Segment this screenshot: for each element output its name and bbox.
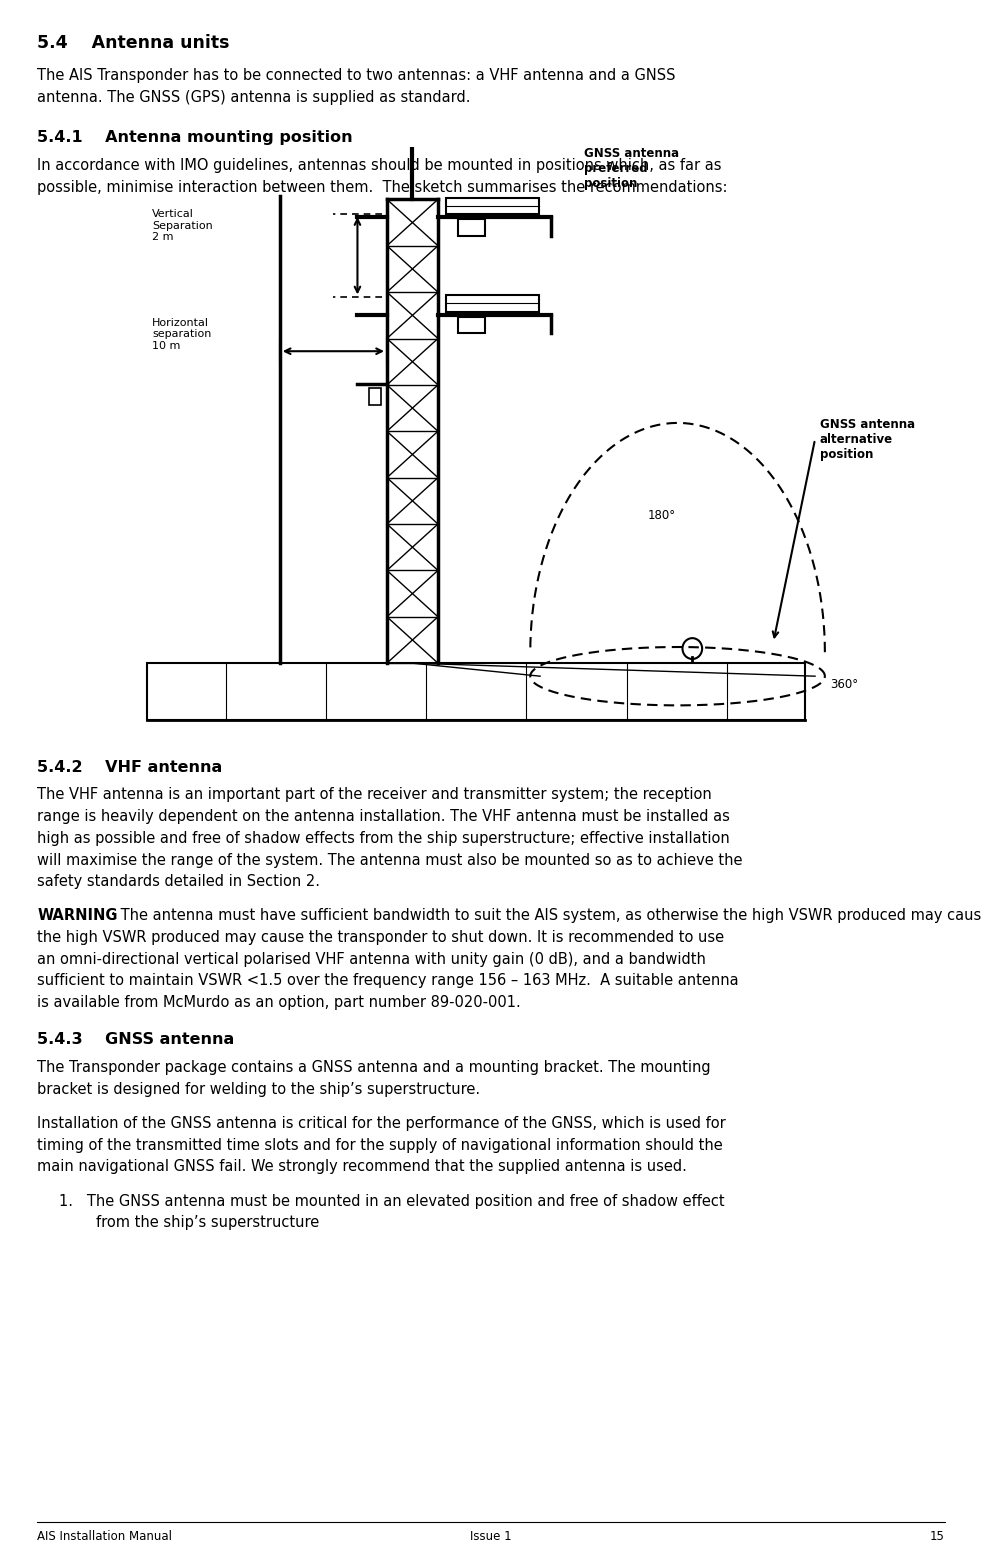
Text: the high VSWR produced may cause the transponder to shut down. It is recommended: the high VSWR produced may cause the tra…: [37, 930, 725, 946]
Text: AIS Installation Manual: AIS Installation Manual: [37, 1530, 172, 1542]
Text: main navigational GNSS fail. We strongly recommend that the supplied antenna is : main navigational GNSS fail. We strongly…: [37, 1159, 687, 1175]
Text: 5.4    Antenna units: 5.4 Antenna units: [37, 34, 230, 53]
Text: GNSS antenna
alternative
position: GNSS antenna alternative position: [820, 418, 915, 462]
Text: range is heavily dependent on the antenna installation. The VHF antenna must be : range is heavily dependent on the antenn…: [37, 809, 731, 825]
Text: 5.4.3    GNSS antenna: 5.4.3 GNSS antenna: [37, 1032, 235, 1048]
Text: bracket is designed for welding to the ship’s superstructure.: bracket is designed for welding to the s…: [37, 1082, 480, 1097]
Text: sufficient to maintain VSWR <1.5 over the frequency range 156 – 163 MHz.  A suit: sufficient to maintain VSWR <1.5 over th…: [37, 973, 738, 989]
Text: 180°: 180°: [648, 510, 677, 522]
Text: Horizontal
separation
10 m: Horizontal separation 10 m: [152, 318, 211, 350]
Text: an omni-directional vertical polarised VHF antenna with unity gain (0 dB), and a: an omni-directional vertical polarised V…: [37, 952, 706, 967]
Text: 1.   The GNSS antenna must be mounted in an elevated position and free of shadow: 1. The GNSS antenna must be mounted in a…: [59, 1194, 725, 1209]
Bar: [446, 294, 539, 312]
Text: The Transponder package contains a GNSS antenna and a mounting bracket. The moun: The Transponder package contains a GNSS …: [37, 1060, 711, 1076]
Text: The VHF antenna is an important part of the receiver and transmitter system; the: The VHF antenna is an important part of …: [37, 787, 712, 803]
Text: The AIS Transponder has to be connected to two antennas: a VHF antenna and a GNS: The AIS Transponder has to be connected …: [37, 68, 676, 84]
Text: from the ship’s superstructure: from the ship’s superstructure: [96, 1215, 319, 1231]
Text: 5.4.2    VHF antenna: 5.4.2 VHF antenna: [37, 760, 223, 775]
Bar: [458, 220, 485, 236]
Text: Installation of the GNSS antenna is critical for the performance of the GNSS, wh: Installation of the GNSS antenna is crit…: [37, 1116, 726, 1132]
Text: Vertical
Separation
2 m: Vertical Separation 2 m: [152, 209, 213, 242]
Bar: [147, 663, 805, 721]
Text: WARNING: WARNING: [37, 908, 118, 924]
Bar: [446, 197, 539, 214]
Text: safety standards detailed in Section 2.: safety standards detailed in Section 2.: [37, 874, 320, 890]
Text: will maximise the range of the system. The antenna must also be mounted so as to: will maximise the range of the system. T…: [37, 853, 742, 868]
Text: : The antenna must have sufficient bandwidth to suit the AIS system, as otherwis: : The antenna must have sufficient bandw…: [111, 908, 982, 924]
Text: 360°: 360°: [830, 677, 858, 691]
Text: high as possible and free of shadow effects from the ship superstructure; effect: high as possible and free of shadow effe…: [37, 831, 730, 846]
Text: In accordance with IMO guidelines, antennas should be mounted in positions which: In accordance with IMO guidelines, anten…: [37, 158, 722, 174]
Text: timing of the transmitted time slots and for the supply of navigational informat: timing of the transmitted time slots and…: [37, 1138, 723, 1153]
Text: possible, minimise interaction between them.  The sketch summarises the recommen: possible, minimise interaction between t…: [37, 180, 728, 195]
Text: antenna. The GNSS (GPS) antenna is supplied as standard.: antenna. The GNSS (GPS) antenna is suppl…: [37, 90, 470, 105]
Text: GNSS antenna
preferred
position: GNSS antenna preferred position: [584, 147, 680, 191]
Text: is available from McMurdo as an option, part number 89-020-001.: is available from McMurdo as an option, …: [37, 995, 521, 1011]
Text: 5.4.1    Antenna mounting position: 5.4.1 Antenna mounting position: [37, 130, 353, 146]
Bar: [369, 389, 381, 405]
Bar: [409, 127, 416, 144]
Text: Issue 1: Issue 1: [470, 1530, 512, 1542]
Text: 15: 15: [930, 1530, 945, 1542]
Bar: [458, 316, 485, 333]
